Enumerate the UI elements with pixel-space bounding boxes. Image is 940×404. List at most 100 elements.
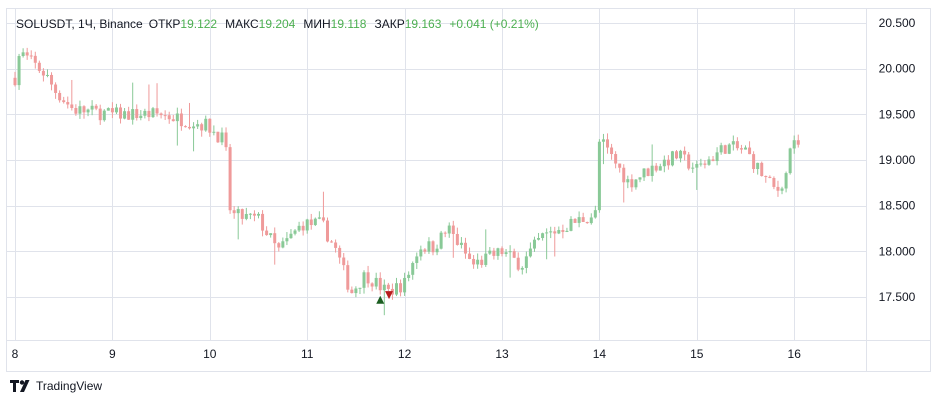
- legend-open-value: 19.122: [180, 17, 218, 31]
- sell-signal-marker: [385, 291, 394, 300]
- candle-body-up: [281, 241, 285, 248]
- candle-body-up: [236, 209, 240, 214]
- candle-body-down: [573, 218, 577, 223]
- candle-body-up: [488, 250, 492, 254]
- candle-body-down: [338, 247, 342, 258]
- candle-body-up: [626, 179, 630, 183]
- candle-body-down: [618, 163, 622, 168]
- candle-body-up: [90, 105, 94, 110]
- x-tick-label: 15: [690, 347, 704, 361]
- candle-body-up: [476, 259, 480, 265]
- candle-body-up: [102, 110, 106, 121]
- candle-body-down: [261, 213, 265, 231]
- candle-body-up: [114, 107, 118, 113]
- candle-body-down: [378, 277, 382, 291]
- candle-body-down: [675, 151, 679, 159]
- legend-open-label: ОТКР: [148, 17, 181, 31]
- candle-body-down: [321, 217, 325, 221]
- candle-body-down: [301, 225, 305, 231]
- candle-body-up: [374, 277, 378, 287]
- candle-body-down: [463, 242, 467, 254]
- candle-body-down: [228, 147, 232, 211]
- candle-body-down: [74, 108, 78, 114]
- candle-body-up: [593, 210, 597, 218]
- y-tick-label: 20.000: [879, 62, 916, 76]
- tradingview-logo-icon: [10, 380, 30, 392]
- x-tick-label: 13: [495, 347, 509, 361]
- candle-body-up: [569, 218, 573, 231]
- x-tick-label: 9: [109, 347, 116, 361]
- candle-body-down: [561, 230, 565, 232]
- candle-body-up: [45, 74, 49, 76]
- footer[interactable]: TradingView: [10, 377, 102, 395]
- candle-body-up: [411, 263, 415, 275]
- x-tick-label: 14: [593, 347, 607, 361]
- candle-body-up: [545, 232, 549, 234]
- candle-body-up: [691, 167, 695, 169]
- candle-body-down: [29, 55, 33, 57]
- candle-body-down: [70, 104, 74, 109]
- candle-body-up: [394, 283, 398, 295]
- candle-body-down: [346, 265, 350, 290]
- candle-body-up: [196, 124, 200, 127]
- candle-body-up: [727, 144, 731, 154]
- candle-body-down: [776, 186, 780, 191]
- candle-body-up: [407, 274, 411, 278]
- candle-body-down: [66, 102, 70, 105]
- candle-body-down: [330, 241, 334, 243]
- candle-body-up: [496, 248, 500, 256]
- candle-body-up: [565, 230, 569, 232]
- candle-body-up: [131, 109, 135, 120]
- candle-body-down: [606, 139, 610, 148]
- candle-body-down: [240, 209, 244, 219]
- candle-body-up: [269, 233, 273, 236]
- candle-body-down: [252, 213, 256, 216]
- candle-body-down: [386, 284, 390, 289]
- candle-body-down: [399, 283, 403, 293]
- candle-body-down: [760, 162, 764, 177]
- candle-body-down: [50, 74, 54, 85]
- candle-body-up: [17, 56, 21, 86]
- candle-body-up: [504, 252, 508, 255]
- candle-body-down: [492, 250, 496, 256]
- candle-body-down: [309, 219, 313, 226]
- candle-body-down: [480, 259, 484, 265]
- legend-close-value: 19.163: [404, 17, 442, 31]
- candle-body-up: [679, 150, 683, 159]
- candle-body-down: [82, 106, 86, 113]
- chart-frame: [6, 8, 931, 372]
- candle-body-down: [135, 109, 139, 119]
- candle-body-down: [553, 231, 557, 234]
- y-tick-label: 19.500: [879, 107, 916, 121]
- candle-body-down: [748, 147, 752, 155]
- candle-body-down: [752, 154, 756, 170]
- symbol-legend: SOLUSDT, 1Ч, Binance ОТКР19.122 МАКС19.204…: [16, 17, 547, 31]
- candle-body-up: [447, 225, 451, 234]
- candle-body-up: [508, 251, 512, 253]
- candle-body-up: [601, 139, 605, 142]
- legend-symbol[interactable]: SOLUSDT, 1Ч, Binance: [16, 17, 143, 31]
- candle-body-down: [94, 105, 98, 109]
- candle-body-up: [123, 111, 127, 119]
- tradingview-brand[interactable]: TradingView: [36, 379, 103, 393]
- candle-body-up: [719, 145, 723, 153]
- x-tick-label: 10: [203, 347, 217, 361]
- candle-body-up: [358, 287, 362, 289]
- candle-body-up: [638, 177, 642, 180]
- legend-change: +0.041 (+0.21%): [449, 17, 539, 31]
- candle-body-down: [208, 118, 212, 133]
- candle-body-up: [597, 141, 601, 211]
- legend-high-label: МАКС: [225, 17, 259, 31]
- candle-body-up: [528, 248, 532, 257]
- candle-body-up: [792, 140, 796, 149]
- candle-body-up: [297, 225, 301, 231]
- candle-body-down: [468, 253, 472, 259]
- candle-body-down: [342, 257, 346, 266]
- candle-body-down: [98, 108, 102, 121]
- candle-body-up: [435, 248, 439, 253]
- candle-body-down: [703, 163, 707, 165]
- candle-body-down: [796, 140, 800, 145]
- candle-body-down: [200, 124, 204, 131]
